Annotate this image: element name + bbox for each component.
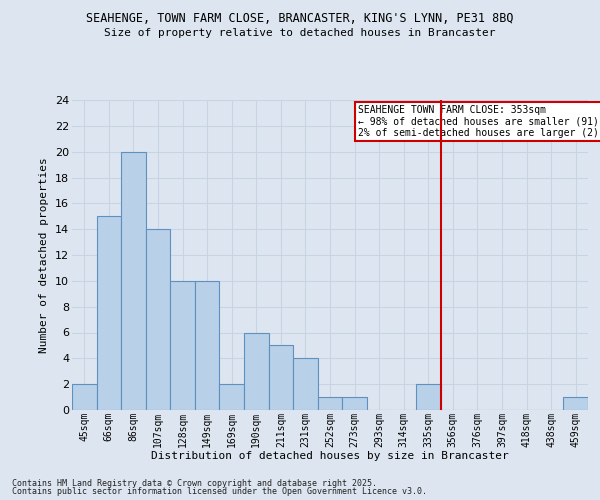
Bar	[146, 229, 170, 410]
Text: Contains HM Land Registry data © Crown copyright and database right 2025.: Contains HM Land Registry data © Crown c…	[12, 478, 377, 488]
Bar	[563, 397, 588, 410]
Bar	[170, 281, 195, 410]
Bar	[293, 358, 318, 410]
Bar	[97, 216, 121, 410]
Text: SEAHENGE, TOWN FARM CLOSE, BRANCASTER, KING'S LYNN, PE31 8BQ: SEAHENGE, TOWN FARM CLOSE, BRANCASTER, K…	[86, 12, 514, 26]
Text: SEAHENGE TOWN FARM CLOSE: 353sqm
← 98% of detached houses are smaller (91)
2% of: SEAHENGE TOWN FARM CLOSE: 353sqm ← 98% o…	[358, 104, 600, 138]
Text: Size of property relative to detached houses in Brancaster: Size of property relative to detached ho…	[104, 28, 496, 38]
Bar	[195, 281, 220, 410]
Bar	[121, 152, 146, 410]
Bar	[72, 384, 97, 410]
Y-axis label: Number of detached properties: Number of detached properties	[40, 157, 49, 353]
Text: Contains public sector information licensed under the Open Government Licence v3: Contains public sector information licen…	[12, 487, 427, 496]
X-axis label: Distribution of detached houses by size in Brancaster: Distribution of detached houses by size …	[151, 451, 509, 461]
Bar	[244, 332, 269, 410]
Bar	[220, 384, 244, 410]
Bar	[269, 346, 293, 410]
Bar	[342, 397, 367, 410]
Bar	[318, 397, 342, 410]
Bar	[416, 384, 440, 410]
